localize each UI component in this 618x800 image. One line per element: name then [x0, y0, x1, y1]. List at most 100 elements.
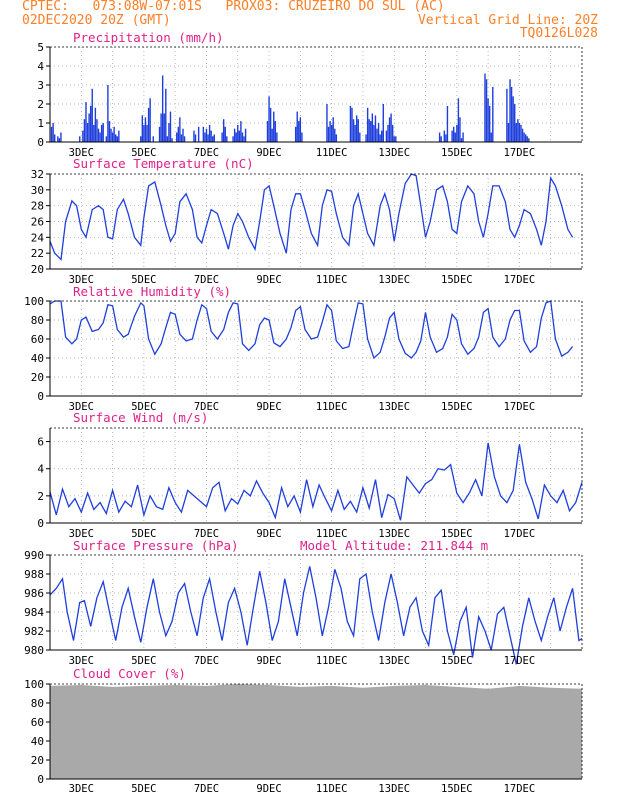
y-tick-label: 0: [37, 517, 44, 530]
precipitation-bar: [445, 134, 447, 142]
x-tick-label: 13DEC: [378, 655, 410, 667]
precipitation-bar: [446, 105, 449, 142]
precipitation-bar: [91, 88, 93, 142]
x-tick-label: 11DEC: [316, 528, 348, 540]
precipitation-bar: [241, 132, 244, 142]
precipitation-bar: [518, 123, 521, 142]
precipitation-bar: [168, 123, 170, 142]
precipitation-bar: [521, 128, 524, 142]
x-tick-label: 13DEC: [378, 274, 410, 286]
precipitation-bar: [524, 134, 527, 142]
precipitation-bar: [393, 136, 395, 142]
precipitation-bar: [487, 98, 489, 142]
x-tick-label: 15DEC: [441, 655, 473, 667]
precipitation-bar: [141, 115, 144, 142]
x-tick-label: 3DEC: [69, 274, 94, 286]
precipitation-bar: [523, 132, 525, 142]
precipitation-bar: [82, 130, 84, 142]
precipitation-bar: [517, 119, 519, 142]
series-line: [49, 566, 583, 665]
y-tick-label: 20: [31, 371, 44, 384]
x-tick-label: 3DEC: [69, 655, 94, 667]
x-tick-label: 13DEC: [378, 783, 410, 795]
precipitation-bar: [105, 136, 108, 142]
precipitation-bar: [224, 126, 226, 142]
precipitation-bar: [176, 132, 178, 142]
precipitation-bar: [371, 113, 374, 142]
x-tick-label: 11DEC: [316, 401, 348, 413]
precipitation-bar: [443, 130, 446, 142]
precipitation-bar: [110, 128, 112, 142]
precipitation-bar: [149, 98, 151, 142]
panel-title: Relative Humidity (%): [73, 284, 231, 299]
precipitation-bar: [357, 119, 359, 142]
x-tick-label: 11DEC: [316, 274, 348, 286]
precipitation-bar: [514, 104, 516, 142]
precipitation-bar: [334, 128, 336, 142]
precipitation-bar: [97, 128, 100, 142]
precipitation-bar: [509, 79, 511, 142]
precipitation-bar: [381, 130, 383, 142]
precipitation-bar: [143, 124, 145, 142]
precipitation-bar: [115, 134, 117, 142]
precipitation-bar: [512, 96, 514, 142]
y-tick-label: 6: [37, 436, 44, 449]
x-tick-label: 17DEC: [504, 528, 536, 540]
precipitation-bar: [233, 128, 236, 142]
precipitation-bar: [210, 130, 212, 142]
precipitation-bar: [457, 98, 460, 142]
x-tick-label: 9DEC: [256, 401, 281, 413]
precipitation-bar: [373, 124, 375, 142]
precipitation-bar: [266, 121, 269, 142]
precipitation-bar: [329, 121, 331, 142]
precipitation-bar: [298, 121, 300, 142]
precipitation-bar: [83, 119, 86, 142]
y-tick-label: 984: [24, 606, 44, 619]
precipitation-bar: [269, 107, 272, 142]
precipitation-bar: [171, 138, 173, 142]
precipitation-bar: [379, 134, 381, 142]
x-tick-label: 17DEC: [504, 147, 536, 159]
precipitation-bar: [520, 124, 522, 142]
x-tick-label: 15DEC: [441, 528, 473, 540]
header-grid-note: Vertical Grid Line: 20Z: [417, 13, 598, 28]
y-tick-label: 80: [31, 314, 44, 327]
precipitation-bar: [351, 107, 353, 142]
y-tick-label: 40: [31, 735, 44, 748]
precipitation-bar: [52, 123, 54, 142]
y-tick-label: 60: [31, 333, 44, 346]
precipitation-bar: [276, 132, 278, 142]
precipitation-bar: [111, 132, 114, 142]
y-tick-label: 5: [37, 41, 44, 54]
precipitation-bar: [160, 113, 162, 142]
x-tick-label: 13DEC: [378, 147, 410, 159]
precipitation-bar: [193, 130, 195, 142]
precipitation-bar: [528, 138, 530, 142]
precipitation-bar: [165, 88, 167, 142]
precipitation-bar: [146, 124, 148, 142]
x-tick-label: 9DEC: [256, 783, 281, 795]
precipitation-bar: [212, 136, 214, 142]
precipitation-bar: [301, 132, 303, 142]
precipitation-bar: [244, 128, 247, 142]
precipitation-bar: [352, 119, 355, 142]
y-tick-label: 982: [24, 625, 44, 638]
precipitation-bar: [202, 126, 205, 142]
precipitation-bar: [456, 124, 458, 142]
precipitation-bar: [58, 138, 61, 142]
precipitation-bar: [299, 117, 302, 142]
y-tick-label: 100: [24, 678, 44, 691]
panel-title: Cloud Cover (%): [73, 666, 186, 681]
x-tick-label: 17DEC: [504, 783, 536, 795]
x-tick-label: 5DEC: [131, 528, 156, 540]
header-datetime: 02DEC2020 20Z (GMT): [22, 13, 171, 28]
y-tick-label: 30: [31, 184, 44, 197]
precipitation-bar: [330, 124, 333, 142]
y-tick-label: 100: [24, 295, 44, 308]
precipitation-bar: [387, 124, 389, 142]
x-tick-label: 17DEC: [504, 401, 536, 413]
x-tick-label: 17DEC: [504, 655, 536, 667]
precipitation-bar: [116, 136, 118, 142]
x-tick-label: 7DEC: [194, 401, 219, 413]
